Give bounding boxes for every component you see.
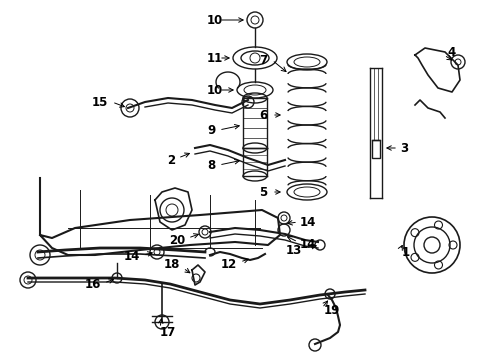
- Text: 17: 17: [160, 325, 176, 338]
- Text: 19: 19: [324, 303, 341, 316]
- Text: 4: 4: [447, 45, 455, 59]
- Text: 9: 9: [207, 123, 215, 136]
- Text: 16: 16: [85, 279, 101, 292]
- Text: 14: 14: [300, 238, 317, 251]
- Text: 11: 11: [207, 51, 223, 64]
- Text: 18: 18: [164, 258, 180, 271]
- Text: 7: 7: [259, 54, 267, 67]
- Text: 15: 15: [92, 95, 108, 108]
- Text: 13: 13: [286, 243, 302, 257]
- Bar: [372, 140, 380, 158]
- Text: 10: 10: [207, 84, 223, 96]
- Text: 10: 10: [207, 14, 223, 27]
- Text: 12: 12: [221, 257, 237, 270]
- Text: 8: 8: [207, 158, 215, 171]
- Text: 2: 2: [167, 153, 175, 166]
- Text: 14: 14: [300, 216, 317, 229]
- Text: 5: 5: [259, 185, 267, 198]
- Text: 1: 1: [402, 247, 410, 260]
- Text: 6: 6: [259, 108, 267, 122]
- Text: 14: 14: [123, 251, 140, 264]
- Text: 20: 20: [169, 234, 185, 247]
- Text: 3: 3: [400, 141, 408, 154]
